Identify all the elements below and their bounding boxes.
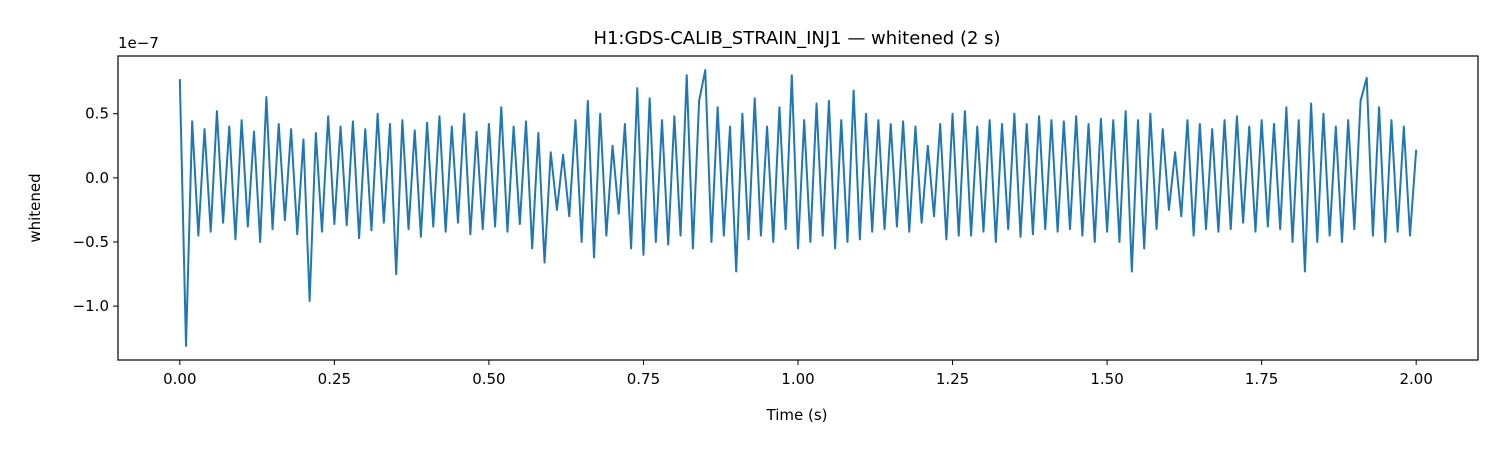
chart-title: H1:GDS-CALIB_STRAIN_INJ1 — whitened (2 s… — [593, 28, 1000, 49]
x-tick-label: 1.50 — [1090, 370, 1123, 388]
y-tick-label: −0.5 — [73, 233, 109, 251]
x-axis-label: Time (s) — [766, 406, 828, 424]
axes-frame — [117, 55, 1479, 361]
x-tick-label: 1.00 — [781, 370, 814, 388]
x-tick-label: 1.75 — [1245, 370, 1278, 388]
signal-line — [178, 69, 1418, 347]
y-offset-label: 1e−7 — [118, 34, 159, 52]
y-tick-label: 0.0 — [85, 169, 109, 187]
x-tick-label: 0.75 — [627, 370, 660, 388]
x-tick-label: 1.25 — [936, 370, 969, 388]
x-tick-label: 0.00 — [163, 370, 196, 388]
x-tick-label: 0.25 — [318, 370, 351, 388]
y-tick-label: 0.5 — [85, 105, 109, 123]
x-tick-label: 2.00 — [1399, 370, 1432, 388]
y-axis-label: whitened — [26, 173, 44, 242]
y-tick-label: −1.0 — [73, 297, 109, 315]
x-tick-label: 0.50 — [472, 370, 505, 388]
